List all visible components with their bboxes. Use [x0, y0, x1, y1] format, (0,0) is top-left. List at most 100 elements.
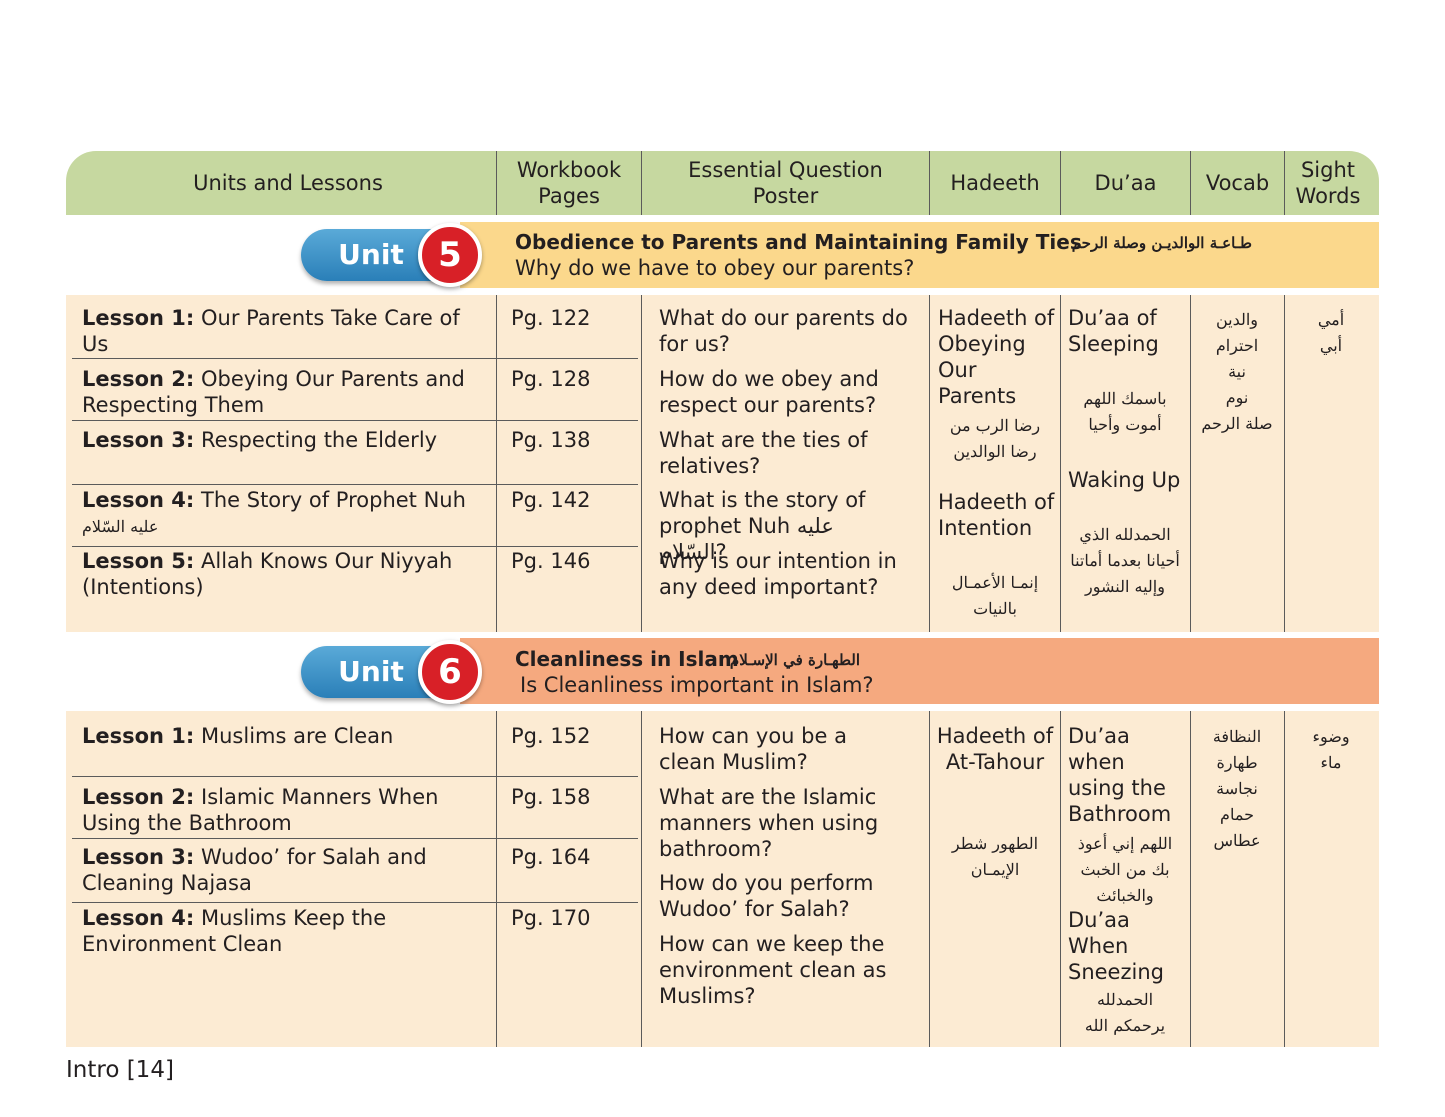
divider — [1190, 295, 1191, 632]
unit5-lesson-5: Lesson 5: Allah Knows Our Niyyah (Intent… — [82, 548, 492, 600]
unit5-hadeeth-2: Hadeeth of Intention — [938, 490, 1055, 540]
unit5-body — [66, 295, 1379, 632]
lesson-label: Lesson 5: — [82, 549, 195, 573]
unit6-vocab: النظافة طهارة نجاسة حمام عطاس — [1212, 727, 1262, 850]
unit5-duaa-2: Waking Up — [1068, 468, 1181, 492]
unit6-duaa-2-arabic: الحمدلله يرحمكم الله — [1084, 990, 1166, 1035]
lesson-label: Lesson 1: — [82, 724, 195, 748]
unit6-label: Unit — [338, 655, 404, 688]
divider — [496, 151, 497, 215]
lesson-title: Allah Knows Our Niyyah (Intentions) — [82, 549, 453, 599]
divider — [1284, 151, 1285, 215]
unit6-band — [460, 638, 1379, 704]
lesson-title: Obeying Our Parents and Respecting Them — [82, 367, 465, 417]
header-sight-words-text: Sight Words — [1295, 158, 1361, 208]
unit6-page-2: Pg. 158 — [511, 785, 591, 809]
unit5-hadeeth-2-arabic: إنمـا الأعمـال بالنيات — [951, 573, 1039, 618]
unit5-band — [460, 222, 1379, 288]
row-divider — [72, 358, 638, 359]
unit6-title: Cleanliness in Islam — [515, 647, 739, 671]
row-divider — [72, 546, 638, 547]
unit6-lesson-1: Lesson 1: Muslims are Clean — [82, 723, 492, 749]
header-workbook-pages-text: Workbook Pages — [516, 158, 622, 208]
unit6-duaa-2: Du’aa When Sneezing — [1068, 908, 1164, 984]
unit6-page-4: Pg. 170 — [511, 906, 591, 930]
unit5-page-1: Pg. 122 — [511, 306, 591, 330]
unit6-question-3: How do you perform Wudoo’ for Salah? — [659, 871, 874, 921]
unit5-question-2: How do we obey and respect our parents? — [659, 367, 879, 417]
unit6-number: 6 — [418, 640, 482, 704]
header-essential-question: Essential Question Poster — [642, 151, 929, 215]
unit5-lesson-2: Lesson 2: Obeying Our Parents and Respec… — [82, 366, 492, 418]
unit6-hadeeth-1: Hadeeth of At-Tahour — [936, 724, 1054, 774]
unit5-page-2: Pg. 128 — [511, 367, 591, 391]
unit5-lesson-4-arabic: عليه السّلام — [82, 517, 159, 536]
divider — [641, 711, 642, 1047]
divider — [641, 295, 642, 632]
unit6-question-2: What are the Islamic manners when using … — [659, 785, 879, 861]
lesson-title: Muslims are Clean — [194, 724, 394, 748]
lesson-label: Lesson 3: — [82, 428, 195, 452]
divider — [929, 295, 930, 632]
divider — [1190, 151, 1191, 215]
lesson-label: Lesson 1: — [82, 306, 195, 330]
unit5-question-4: What is the story of prophet Nuh عليه ال… — [659, 488, 866, 564]
divider — [929, 711, 930, 1047]
unit6-duaa-1-arabic: اللهم إني أعوذ بك من الخبث والخبائث — [1077, 834, 1173, 905]
unit5-page-5: Pg. 146 — [511, 549, 591, 573]
header-sight-words: Sight Words — [1285, 151, 1371, 215]
unit5-question: Why do we have to obey our parents? — [515, 256, 915, 280]
lesson-title: Wudoo’ for Salah and Cleaning Najasa — [82, 845, 427, 895]
unit6-duaa-1: Du’aa when using the Bathroom — [1068, 724, 1172, 826]
unit5-hadeeth-1-arabic: رضا الرب من رضا الوالدين — [949, 416, 1041, 461]
header-vocab: Vocab — [1205, 171, 1270, 195]
unit5-lesson-4: Lesson 4: The Story of Prophet Nuh — [82, 487, 492, 513]
unit6-lesson-3: Lesson 3: Wudoo’ for Salah and Cleaning … — [82, 844, 492, 896]
unit5-sight-words: أمي أبي — [1317, 310, 1345, 355]
row-divider — [72, 902, 638, 903]
unit5-number: 5 — [418, 223, 482, 287]
divider — [1060, 295, 1061, 632]
divider — [1060, 711, 1061, 1047]
unit6-lesson-4: Lesson 4: Muslims Keep the Environment C… — [82, 905, 492, 957]
divider — [641, 151, 642, 215]
row-divider — [72, 420, 638, 421]
row-divider — [72, 484, 638, 485]
divider — [1284, 711, 1285, 1047]
row-divider — [72, 776, 638, 777]
unit6-question-4: How can we keep the environment clean as… — [659, 932, 887, 1008]
lesson-label: Lesson 3: — [82, 845, 195, 869]
unit5-title: Obedience to Parents and Maintaining Fam… — [515, 230, 1082, 254]
header-duaa: Du’aa — [1094, 171, 1157, 195]
lesson-title: The Story of Prophet Nuh — [194, 488, 466, 512]
unit6-question-1: How can you be a clean Muslim? — [659, 724, 847, 774]
unit5-duaa-1-arabic: باسمك اللهم أموت وأحيا — [1083, 389, 1167, 434]
lesson-label: Lesson 2: — [82, 367, 195, 391]
header-hadeeth: Hadeeth — [950, 171, 1040, 195]
header-essential-question-text: Essential Question Poster — [688, 158, 883, 208]
header-workbook-pages: Workbook Pages — [497, 151, 641, 215]
divider — [496, 711, 497, 1047]
unit5-hadeeth-1: Hadeeth of Obeying Our Parents — [938, 306, 1055, 408]
unit6-sight-words: وضوء ماء — [1312, 727, 1350, 772]
unit6-page-1: Pg. 152 — [511, 724, 591, 748]
lesson-label: Lesson 4: — [82, 488, 195, 512]
unit5-question-1: What do our parents do for us? — [659, 306, 908, 356]
unit5-lesson-3: Lesson 3: Respecting the Elderly — [82, 427, 492, 453]
unit6-lesson-2: Lesson 2: Islamic Manners When Using the… — [82, 784, 492, 836]
unit5-vocab: والدين احترام نية نوم صلة الرحم — [1201, 310, 1273, 433]
unit5-duaa-1: Du’aa of Sleeping — [1068, 306, 1159, 356]
unit6-title-arabic: الطهـارة في الإسـلام — [729, 651, 860, 669]
lesson-title: Respecting the Elderly — [194, 428, 438, 452]
table-header — [66, 151, 1379, 215]
unit6-page-3: Pg. 164 — [511, 845, 591, 869]
divider — [1060, 151, 1061, 215]
divider — [1284, 295, 1285, 632]
unit5-duaa-2-arabic: الحمدلله الذي أحيانا بعدما أماتنا وإليه … — [1070, 525, 1180, 596]
unit6-hadeeth-1-arabic: الطهور شطر الإيمـان — [951, 834, 1039, 879]
divider — [929, 151, 930, 215]
lesson-title: Muslims Keep the Environment Clean — [82, 906, 387, 956]
divider — [1190, 711, 1191, 1047]
unit5-question-3: What are the ties of relatives? — [659, 428, 868, 478]
divider — [496, 295, 497, 632]
